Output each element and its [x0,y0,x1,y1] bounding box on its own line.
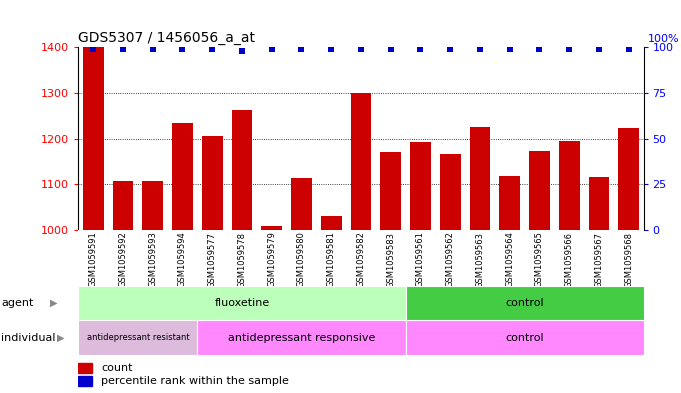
Bar [588,177,609,230]
Text: GSM1059563: GSM1059563 [475,231,484,288]
Bar [406,320,644,355]
Text: GSM1059565: GSM1059565 [535,231,544,287]
Bar [142,180,163,230]
Text: fluoxetine: fluoxetine [215,298,270,308]
Text: count: count [101,363,132,373]
Bar [469,127,490,230]
Point [88,46,99,52]
Bar [321,216,342,230]
Text: GSM1059583: GSM1059583 [386,231,395,288]
Text: GSM1059561: GSM1059561 [416,231,425,287]
Text: antidepressant responsive: antidepressant responsive [227,332,375,343]
Text: GSM1059566: GSM1059566 [565,231,573,288]
Point [564,46,575,52]
Text: control: control [505,298,544,308]
Text: GDS5307 / 1456056_a_at: GDS5307 / 1456056_a_at [78,31,255,45]
Bar [291,178,312,230]
Text: percentile rank within the sample: percentile rank within the sample [101,376,289,386]
Bar [83,47,104,230]
Point [475,46,486,52]
Text: ▶: ▶ [57,332,64,343]
Text: 100%: 100% [648,34,680,44]
Point [147,46,158,52]
Text: individual: individual [1,332,56,343]
Bar [499,176,520,230]
Bar [78,286,406,320]
Point [355,46,366,52]
Point [593,46,604,52]
Text: GSM1059577: GSM1059577 [208,231,217,288]
Bar [529,151,550,230]
Bar [78,320,197,355]
Text: GSM1059593: GSM1059593 [148,231,157,287]
Text: GSM1059578: GSM1059578 [238,231,247,288]
Text: control: control [505,332,544,343]
Bar [112,181,133,230]
Text: GSM1059582: GSM1059582 [356,231,366,287]
Text: antidepressant resistant: antidepressant resistant [86,333,189,342]
Point [534,46,545,52]
Point [118,46,129,52]
Text: GSM1059567: GSM1059567 [595,231,603,288]
Point [623,46,634,52]
Text: GSM1059568: GSM1059568 [624,231,633,288]
Text: GSM1059579: GSM1059579 [267,231,276,287]
Text: GSM1059591: GSM1059591 [89,231,97,287]
Text: GSM1059564: GSM1059564 [505,231,514,287]
Text: GSM1059581: GSM1059581 [327,231,336,287]
Text: GSM1059594: GSM1059594 [178,231,187,287]
Bar [172,123,193,230]
Point [385,46,396,52]
Bar [197,320,406,355]
Bar [406,286,644,320]
Text: agent: agent [1,298,34,308]
Point [415,46,426,52]
Bar [351,93,371,230]
Bar [558,141,580,230]
Text: GSM1059592: GSM1059592 [118,231,127,287]
Bar [202,136,223,230]
Point [326,46,336,52]
Bar [232,110,253,230]
Point [445,46,456,52]
Point [236,48,247,54]
Bar [618,128,639,230]
Bar [410,142,431,230]
Point [207,46,218,52]
Text: GSM1059580: GSM1059580 [297,231,306,287]
Bar [440,154,460,230]
Text: GSM1059562: GSM1059562 [445,231,455,287]
Bar [78,362,93,373]
Bar [78,376,93,386]
Point [504,46,515,52]
Point [266,46,277,52]
Point [296,46,307,52]
Text: ▶: ▶ [50,298,57,308]
Bar [380,152,401,230]
Bar [262,226,282,230]
Point [177,46,188,52]
